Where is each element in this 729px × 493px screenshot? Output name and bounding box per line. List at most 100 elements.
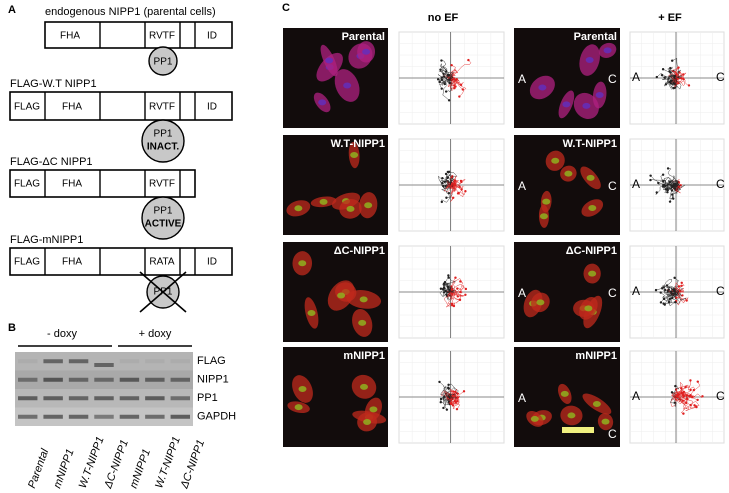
band bbox=[170, 377, 190, 382]
cathode-label: C bbox=[608, 72, 617, 86]
track-end bbox=[454, 85, 457, 88]
track bbox=[450, 396, 460, 410]
micrograph bbox=[283, 135, 388, 235]
track bbox=[450, 291, 462, 301]
track-end bbox=[447, 383, 450, 387]
construct: FLAG FHA RATA ID PP1 bbox=[9, 247, 233, 313]
track-end bbox=[453, 183, 456, 186]
nucleus bbox=[560, 390, 569, 397]
track-end bbox=[689, 379, 692, 382]
band bbox=[119, 396, 140, 401]
track bbox=[663, 176, 677, 186]
track-end bbox=[452, 196, 455, 200]
panel-label: C bbox=[282, 2, 290, 14]
domain: ID bbox=[207, 31, 217, 42]
domain: FHA bbox=[62, 257, 82, 268]
track-end bbox=[452, 394, 455, 398]
panel-label: B bbox=[8, 322, 16, 334]
track-end bbox=[667, 288, 670, 291]
construct: FLAG FHA RVTF PP1 ACTIVE bbox=[9, 169, 196, 240]
band bbox=[145, 359, 165, 364]
domain: RVTF bbox=[149, 31, 175, 42]
track bbox=[663, 77, 677, 89]
nucleus bbox=[538, 84, 547, 91]
track bbox=[439, 77, 451, 85]
track-end bbox=[447, 400, 451, 404]
track-end bbox=[451, 292, 454, 296]
pp1: PP1 bbox=[154, 206, 173, 217]
track-end bbox=[438, 380, 441, 384]
track-end bbox=[448, 81, 451, 85]
track-end bbox=[458, 95, 461, 98]
pp1: PP1 bbox=[154, 57, 173, 68]
track-end bbox=[672, 86, 675, 90]
domain: ID bbox=[207, 257, 217, 268]
track-end bbox=[450, 302, 454, 306]
track-end bbox=[672, 197, 675, 200]
lane-label: Parental bbox=[26, 447, 51, 490]
track-end bbox=[649, 174, 652, 177]
track bbox=[658, 180, 679, 190]
nucleus bbox=[346, 205, 355, 212]
track bbox=[670, 291, 678, 301]
anode-label: A bbox=[518, 179, 526, 193]
track bbox=[439, 62, 451, 79]
band bbox=[18, 396, 38, 401]
track-end bbox=[441, 176, 444, 180]
pp1-state: ACTIVE bbox=[145, 219, 182, 230]
cathode-label: C bbox=[716, 389, 725, 403]
cathode-label: C bbox=[716, 284, 725, 298]
lane-label: W.T-NIPP1 bbox=[153, 435, 183, 490]
track-end bbox=[445, 196, 448, 199]
track bbox=[671, 392, 682, 401]
band bbox=[119, 414, 140, 419]
lane-label: W.T-NIPP1 bbox=[77, 435, 107, 490]
track-end bbox=[689, 394, 692, 397]
track-end bbox=[446, 73, 450, 77]
track-end bbox=[661, 185, 665, 188]
track bbox=[440, 386, 452, 400]
blot-label: PP1 bbox=[197, 392, 218, 404]
track-end bbox=[452, 304, 456, 308]
pp1: PP1 bbox=[154, 129, 173, 140]
nucleus bbox=[564, 170, 573, 177]
track bbox=[445, 171, 451, 186]
cathode-label: C bbox=[608, 179, 617, 193]
anode-label: A bbox=[632, 389, 640, 403]
row-label: mNIPP1 bbox=[343, 350, 385, 362]
lane-label: ΔC-NIPP1 bbox=[102, 438, 131, 491]
track-end bbox=[670, 59, 674, 62]
construct-title: FLAG-ΔC NIPP1 bbox=[10, 156, 93, 168]
track-end bbox=[682, 412, 685, 415]
band bbox=[68, 359, 89, 364]
track-end bbox=[680, 281, 683, 284]
nucleus bbox=[363, 418, 372, 425]
band bbox=[119, 359, 140, 364]
domain: RVTF bbox=[149, 179, 175, 190]
blot-label: GAPDH bbox=[197, 411, 236, 423]
track-end bbox=[456, 392, 459, 395]
anode-label: A bbox=[632, 70, 640, 84]
track bbox=[447, 388, 456, 398]
domain: FHA bbox=[62, 179, 82, 190]
track bbox=[449, 64, 459, 79]
track-end bbox=[440, 87, 443, 90]
track-end bbox=[464, 190, 467, 193]
condition-label: + EF bbox=[658, 12, 682, 24]
band bbox=[170, 414, 190, 419]
track bbox=[668, 285, 682, 297]
band bbox=[18, 359, 38, 364]
domain: FLAG bbox=[14, 179, 40, 190]
track-end bbox=[674, 384, 677, 388]
track bbox=[656, 72, 677, 80]
track-end bbox=[689, 388, 692, 392]
track-end bbox=[661, 68, 665, 71]
nucleus bbox=[588, 270, 597, 277]
track bbox=[650, 179, 677, 188]
track bbox=[440, 394, 451, 403]
track bbox=[450, 284, 467, 293]
nucleus bbox=[595, 92, 604, 99]
nucleus bbox=[536, 299, 545, 306]
